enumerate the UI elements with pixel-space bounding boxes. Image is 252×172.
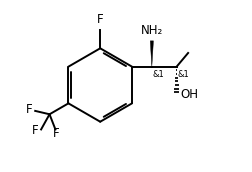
Text: &1: &1	[177, 70, 189, 79]
Text: NH₂: NH₂	[140, 24, 162, 37]
Text: F: F	[32, 124, 38, 137]
Text: F: F	[97, 13, 103, 26]
Text: F: F	[26, 103, 33, 116]
Text: &1: &1	[152, 70, 164, 79]
Text: OH: OH	[180, 88, 198, 101]
Text: F: F	[53, 127, 59, 140]
Polygon shape	[150, 41, 153, 67]
